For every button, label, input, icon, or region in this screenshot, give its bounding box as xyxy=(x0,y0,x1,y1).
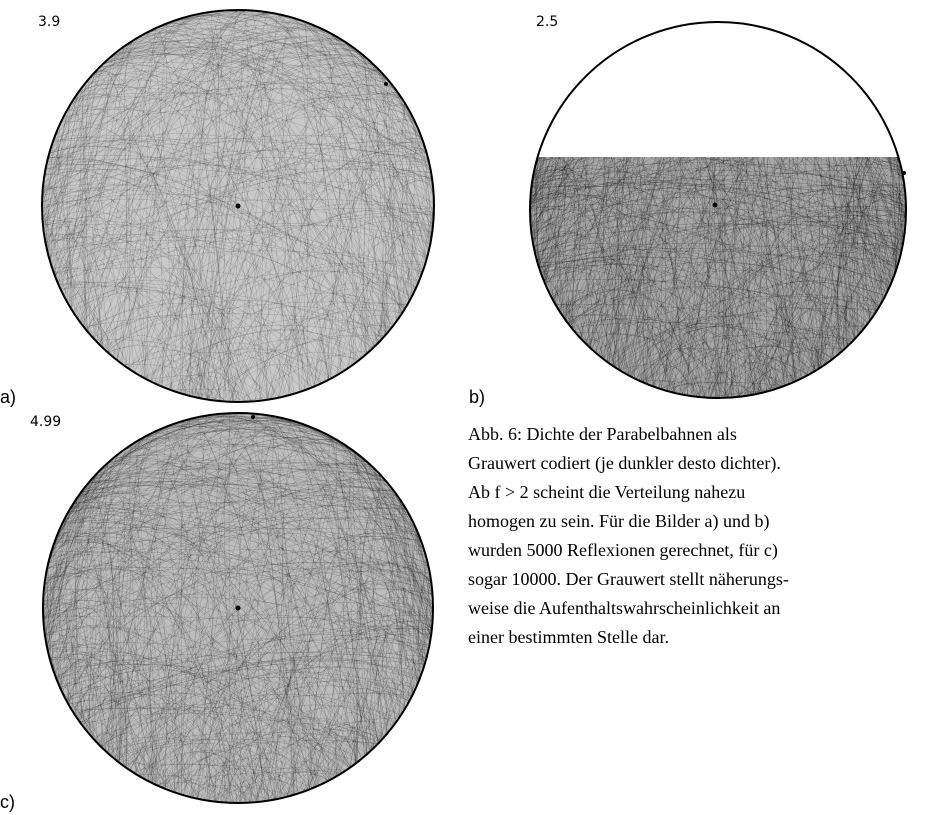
center-dot xyxy=(236,606,241,611)
caption-line: sogar 10000. Der Grauwert stellt näherun… xyxy=(468,569,789,589)
caption: Abb. 6: Dichte der Parabelbahnen als Gra… xyxy=(468,424,789,647)
parameter-label: 2.5 xyxy=(536,14,558,30)
density-clip xyxy=(508,0,930,417)
parameter-label: 4.99 xyxy=(30,414,61,430)
caption-line: homogen zu sein. Für die Bilder a) und b… xyxy=(468,511,769,532)
panel-letter: a) xyxy=(0,387,16,407)
caption-line: wurden 5000 Reflexionen gerechnet, für c… xyxy=(468,540,778,561)
start-dot xyxy=(251,415,255,419)
parameter-label: 3.9 xyxy=(38,14,60,30)
caption-line: Grauwert codiert (je dunkler desto dicht… xyxy=(468,453,781,474)
center-dot xyxy=(236,204,241,209)
start-dot xyxy=(902,171,906,175)
start-dot xyxy=(384,82,388,86)
panel-letter: b) xyxy=(469,387,485,407)
caption-line: Abb. 6: Dichte der Parabelbahnen als xyxy=(468,424,737,444)
figure: 3.9 a) 2.5 b) 4.99 c) Abb. 6: Dichte der… xyxy=(0,0,933,815)
density-texture xyxy=(24,367,459,810)
density-texture xyxy=(508,0,930,417)
caption-line: Ab f > 2 scheint die Verteilung nahezu xyxy=(468,482,745,502)
page: {"panels": [ {"value_label": "3.9", "let… xyxy=(0,0,933,815)
caption-line: weise die Aufenthaltswahrscheinlichkeit … xyxy=(468,598,780,618)
panel-letter: c) xyxy=(0,792,15,812)
caption-line: einer bestimmten Stelle dar. xyxy=(468,627,669,647)
center-dot xyxy=(713,203,718,208)
